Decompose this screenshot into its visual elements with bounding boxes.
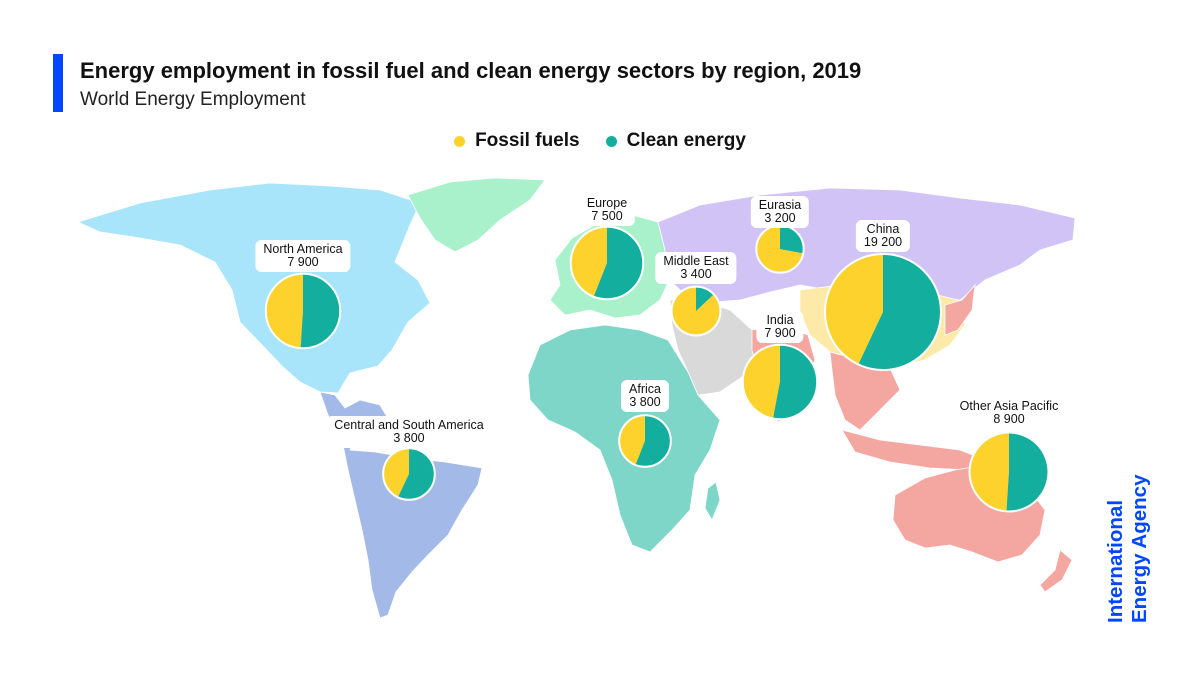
pie-slice-fossil-india <box>742 344 780 419</box>
region-total-label: 3 800 <box>629 395 661 409</box>
chart-subtitle: World Energy Employment <box>80 89 306 110</box>
pie-central-and-south-america <box>382 447 436 501</box>
region-total-label: 3 800 <box>393 431 425 445</box>
legend-item-fossil: Fossil fuels <box>454 130 580 152</box>
region-total-label: 8 900 <box>993 412 1025 426</box>
pie-layer <box>264 224 1050 513</box>
pie-outline-north-america <box>264 272 342 350</box>
legend-item-clean: Clean energy <box>605 130 746 152</box>
title-accent-bar <box>53 54 63 112</box>
pie-label-central-and-south-america: Central and South America 3 800 <box>326 416 492 448</box>
logo-line-1: International <box>1104 500 1127 623</box>
pie-slice-fossil-north-america <box>265 273 303 349</box>
region-total-label: 19 200 <box>863 235 903 249</box>
region-name-label: Other Asia Pacific <box>959 399 1059 413</box>
pie-slice-clean-india <box>773 344 818 420</box>
iea-logo: International Energy Agency <box>1104 474 1151 623</box>
region-name-label: Africa <box>629 382 661 396</box>
region-total-label: 3 400 <box>680 267 712 281</box>
region-total-label: 7 900 <box>764 326 796 340</box>
pie-slice-clean-africa <box>635 415 671 467</box>
pie-slice-fossil-middle-east <box>671 286 721 336</box>
pie-slice-fossil-africa <box>619 415 645 465</box>
region-name-label: North America <box>263 242 343 256</box>
pie-slice-fossil-china <box>824 254 883 365</box>
pie-africa <box>618 414 672 468</box>
pie-europe <box>569 225 645 301</box>
pie-china <box>824 253 942 371</box>
pie-slice-clean-other-asia-pacific <box>1006 432 1049 512</box>
pie-middle-east <box>670 285 722 337</box>
pie-other-asia-pacific <box>968 431 1050 513</box>
pie-slice-fossil-other-asia-pacific <box>969 432 1009 512</box>
pie-label-eurasia: Eurasia 3 200 <box>750 196 810 228</box>
legend: Fossil fuels Clean energy <box>0 130 1200 152</box>
legend-label-clean: Clean energy <box>626 130 746 151</box>
pie-label-europe: Europe 7 500 <box>578 194 636 226</box>
pie-outline-other-asia-pacific <box>968 431 1050 513</box>
region-name-label: Central and South America <box>334 418 484 432</box>
pie-outline-china <box>824 253 942 371</box>
region-north-america <box>76 182 431 394</box>
region-total-label: 7 500 <box>591 209 623 223</box>
pie-outline-central-and-south-america <box>382 447 436 501</box>
pie-outline-africa <box>618 414 672 468</box>
chart-title: Energy employment in fossil fuel and cle… <box>80 58 862 83</box>
pie-slice-clean-north-america <box>300 273 341 349</box>
pie-slice-fossil-eurasia <box>756 225 804 273</box>
pie-slice-clean-middle-east <box>696 286 714 311</box>
pie-india <box>741 343 819 421</box>
region-greenland <box>407 177 546 253</box>
region-name-label: Middle East <box>663 254 729 268</box>
legend-swatch-clean <box>605 135 617 147</box>
region-name-label: India <box>766 313 794 327</box>
pie-slice-clean-europe <box>593 226 644 300</box>
pie-label-india: India 7 900 <box>756 311 804 343</box>
pie-outline-middle-east <box>670 285 722 337</box>
pie-label-china: China 19 200 <box>855 220 911 252</box>
region-indonesia <box>841 429 992 471</box>
region-name-label: Eurasia <box>758 198 802 212</box>
pie-slice-fossil-central-and-south-america <box>383 448 409 498</box>
region-name-label: China <box>866 222 900 236</box>
region-total-label: 7 900 <box>287 255 319 269</box>
pie-slice-clean-china <box>858 254 941 370</box>
pie-slice-clean-central-and-south-america <box>398 448 435 500</box>
pie-north-america <box>264 272 342 350</box>
region-madagascar <box>704 481 721 521</box>
pie-slice-fossil-europe <box>570 226 607 297</box>
pie-label-africa: Africa 3 800 <box>621 380 669 412</box>
pie-outline-europe <box>569 225 645 301</box>
region-total-label: 3 200 <box>764 211 796 225</box>
legend-label-fossil: Fossil fuels <box>475 130 580 151</box>
pie-label-other-asia-pacific: Other Asia Pacific 8 900 <box>951 397 1067 429</box>
region-name-label: Europe <box>586 196 628 210</box>
pie-slice-clean-eurasia <box>780 225 804 254</box>
pie-outline-india <box>741 343 819 421</box>
pie-eurasia <box>755 224 805 274</box>
region-new-zealand <box>1039 549 1073 593</box>
pie-label-north-america: North America 7 900 <box>255 240 351 272</box>
pie-label-middle-east: Middle East 3 400 <box>655 252 737 284</box>
logo-line-2: Energy Agency <box>1128 474 1151 623</box>
region-japan <box>944 283 976 336</box>
legend-swatch-fossil <box>454 135 466 147</box>
